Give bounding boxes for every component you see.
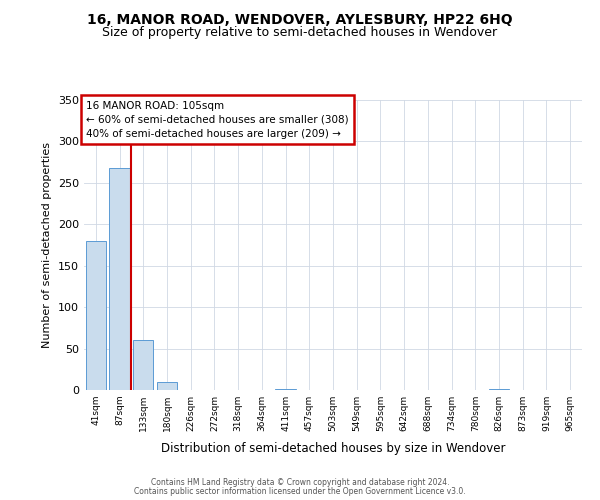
Bar bbox=[86, 241, 106, 390]
Bar bbox=[489, 389, 509, 390]
Text: 16 MANOR ROAD: 105sqm
← 60% of semi-detached houses are smaller (308)
40% of sem: 16 MANOR ROAD: 105sqm ← 60% of semi-deta… bbox=[86, 100, 349, 138]
Text: Size of property relative to semi-detached houses in Wendover: Size of property relative to semi-detach… bbox=[103, 26, 497, 39]
Text: Contains HM Land Registry data © Crown copyright and database right 2024.: Contains HM Land Registry data © Crown c… bbox=[151, 478, 449, 487]
Bar bbox=[275, 389, 296, 390]
Y-axis label: Number of semi-detached properties: Number of semi-detached properties bbox=[43, 142, 52, 348]
Bar bbox=[133, 340, 154, 390]
Bar bbox=[109, 168, 130, 390]
X-axis label: Distribution of semi-detached houses by size in Wendover: Distribution of semi-detached houses by … bbox=[161, 442, 505, 456]
Bar bbox=[157, 382, 177, 390]
Text: 16, MANOR ROAD, WENDOVER, AYLESBURY, HP22 6HQ: 16, MANOR ROAD, WENDOVER, AYLESBURY, HP2… bbox=[87, 12, 513, 26]
Text: Contains public sector information licensed under the Open Government Licence v3: Contains public sector information licen… bbox=[134, 487, 466, 496]
